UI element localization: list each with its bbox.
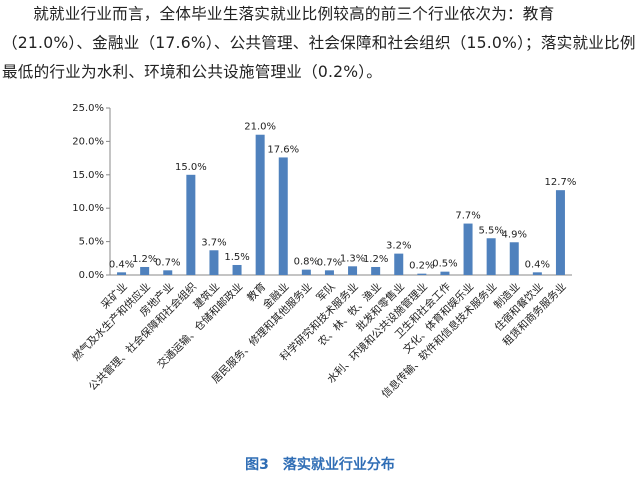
bar	[440, 271, 450, 275]
y-tick-label: 25.0%	[72, 103, 104, 114]
y-tick-label: 10.0%	[72, 203, 104, 214]
bar	[117, 272, 127, 275]
data-label: 1.2%	[132, 254, 157, 265]
data-label: 5.5%	[478, 225, 503, 236]
bar	[301, 269, 311, 275]
paragraph: 就就业行业而言，全体毕业生落实就业比例较高的前三个行业依次为：教育（21.0%）…	[2, 5, 636, 81]
bar	[463, 223, 473, 275]
bar	[348, 266, 358, 275]
bar	[324, 270, 334, 275]
chart: 0.0%5.0%10.0%15.0%20.0%25.0%采矿业0.4%燃气及水生…	[69, 103, 577, 401]
bar	[209, 250, 219, 275]
y-tick-label: 5.0%	[79, 237, 104, 248]
data-label: 4.9%	[502, 229, 527, 240]
data-label: 1.3%	[340, 253, 365, 264]
y-tick-label: 0.0%	[79, 270, 104, 281]
bar	[163, 270, 173, 275]
bar	[186, 174, 196, 275]
data-label: 3.2%	[386, 241, 411, 252]
bar	[486, 238, 496, 275]
data-label: 7.7%	[455, 211, 480, 222]
data-label: 0.2%	[409, 261, 434, 272]
bar	[509, 242, 519, 275]
bar	[278, 157, 288, 275]
data-label: 1.5%	[224, 252, 249, 263]
bar	[140, 266, 150, 275]
bar	[394, 253, 404, 275]
data-label: 0.5%	[432, 259, 457, 270]
bar	[255, 134, 265, 275]
data-label: 0.4%	[109, 259, 134, 270]
data-label: 0.4%	[525, 259, 550, 270]
y-tick-label: 15.0%	[72, 170, 104, 181]
y-tick-label: 20.0%	[72, 136, 104, 147]
data-label: 0.7%	[317, 257, 342, 268]
data-label: 0.7%	[155, 257, 180, 268]
bar	[232, 264, 242, 275]
data-label: 15.0%	[175, 162, 207, 173]
bar	[371, 266, 381, 275]
data-label: 17.6%	[267, 144, 299, 155]
bar	[417, 273, 427, 275]
bar	[532, 272, 542, 275]
bar	[555, 190, 565, 275]
data-label: 12.7%	[545, 177, 577, 188]
caption: 图3 落实就业行业分布	[245, 457, 395, 473]
data-label: 0.8%	[294, 257, 319, 268]
data-label: 3.7%	[201, 237, 226, 248]
data-label: 21.0%	[244, 122, 276, 133]
data-label: 1.2%	[363, 254, 388, 265]
